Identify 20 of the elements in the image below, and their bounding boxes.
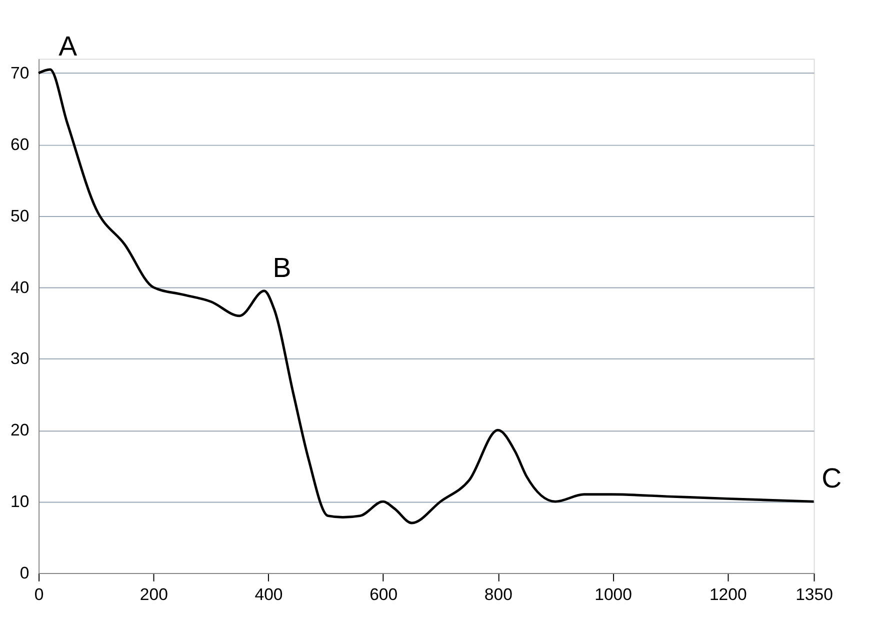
x-tick-label: 1200 [709,585,747,604]
annotation: A [58,30,78,62]
y-tick-label: 60 [10,134,30,154]
x-tick-label: 800 [484,585,512,604]
line-series [37,68,816,524]
y-tick-label: 30 [10,349,30,368]
y-tick-label: 50 [10,206,30,226]
y-tick-label: 40 [10,278,30,297]
x-tick-label: 1350 [796,585,833,604]
x-tick-label: 400 [254,585,283,604]
x-tick-label: 1000 [594,585,632,604]
y-tick-label: 10 [10,492,30,511]
y-tick-label: 0 [20,563,30,582]
annotation: C [822,462,842,494]
y-tick-label: 70 [10,64,30,83]
x-tick-label: 600 [370,585,398,604]
annotation: B [272,252,292,284]
y-tick-label: 20 [10,420,30,440]
x-tick-label: 200 [140,585,168,604]
x-tick-label: 0 [34,585,44,604]
